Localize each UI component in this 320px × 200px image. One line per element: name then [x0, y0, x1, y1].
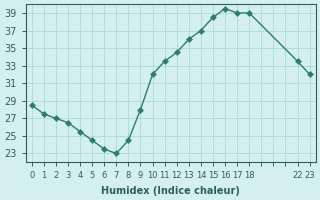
X-axis label: Humidex (Indice chaleur): Humidex (Indice chaleur) — [101, 186, 240, 196]
